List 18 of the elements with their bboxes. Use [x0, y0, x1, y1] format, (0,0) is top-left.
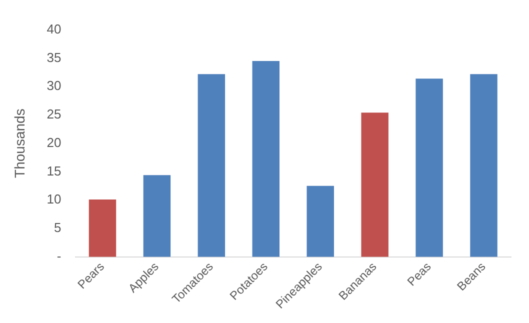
- y-tick-label: 20: [46, 134, 62, 150]
- y-axis-title: Thousands: [11, 108, 28, 178]
- bar: [470, 74, 498, 257]
- bar: [361, 112, 388, 257]
- y-tick-label: 10: [46, 192, 62, 207]
- y-tick-label: 40: [46, 21, 62, 36]
- y-tick-label: -: [56, 248, 62, 264]
- y-tick-label: 30: [46, 78, 62, 94]
- y-tick-label: 35: [46, 50, 62, 65]
- bar: [143, 175, 171, 257]
- y-tick-label: 5: [54, 220, 62, 236]
- bar: [198, 74, 226, 257]
- bar: [306, 186, 334, 257]
- bar: [88, 200, 116, 257]
- y-tick-label: 25: [46, 106, 62, 122]
- y-tick-label: 15: [46, 163, 62, 178]
- bar: [252, 61, 280, 257]
- bar: [416, 78, 443, 257]
